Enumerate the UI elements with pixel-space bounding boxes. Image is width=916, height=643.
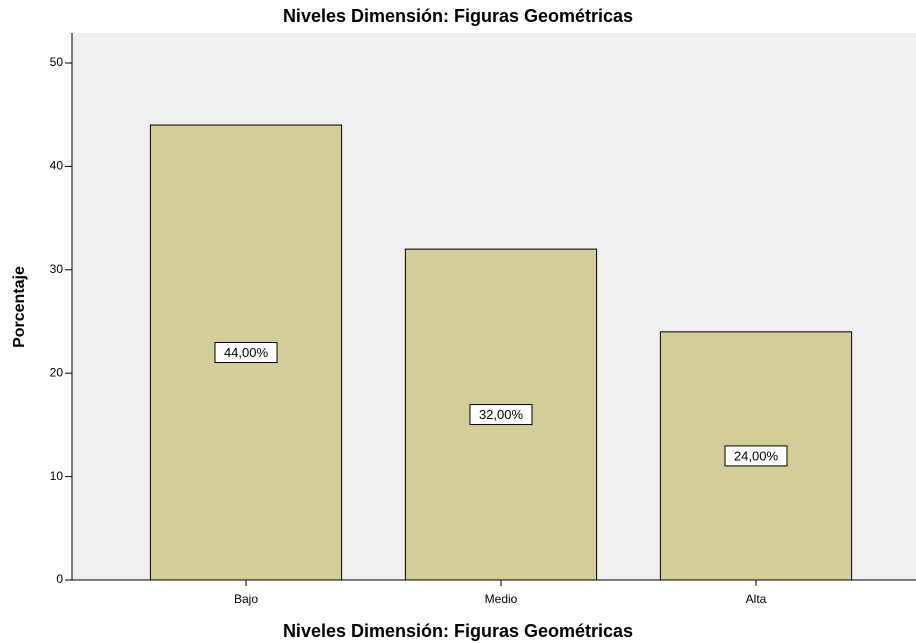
value-label: 24,00% — [734, 448, 779, 463]
value-label: 44,00% — [224, 345, 269, 360]
y-tick-label: 20 — [50, 365, 64, 379]
y-tick-label: 0 — [56, 572, 63, 586]
y-tick-label: 50 — [50, 55, 64, 69]
x-axis-title: Niveles Dimensión: Figuras Geométricas — [283, 621, 633, 641]
y-tick-label: 40 — [50, 159, 64, 173]
y-tick-label: 30 — [50, 262, 64, 276]
y-tick-label: 10 — [50, 469, 64, 483]
x-tick-label: Medio — [485, 592, 518, 606]
x-tick-label: Alta — [746, 592, 767, 606]
value-label: 32,00% — [479, 407, 524, 422]
x-tick-label: Bajo — [234, 592, 258, 606]
value-label-box — [214, 342, 278, 364]
value-label-box — [724, 445, 788, 467]
chart-title: Niveles Dimensión: Figuras Geométricas — [283, 6, 633, 26]
y-axis-title: Porcentaje — [11, 266, 28, 348]
value-label-box — [469, 404, 533, 426]
